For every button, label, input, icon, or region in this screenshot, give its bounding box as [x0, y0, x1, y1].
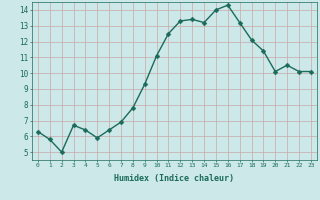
X-axis label: Humidex (Indice chaleur): Humidex (Indice chaleur) — [115, 174, 234, 183]
